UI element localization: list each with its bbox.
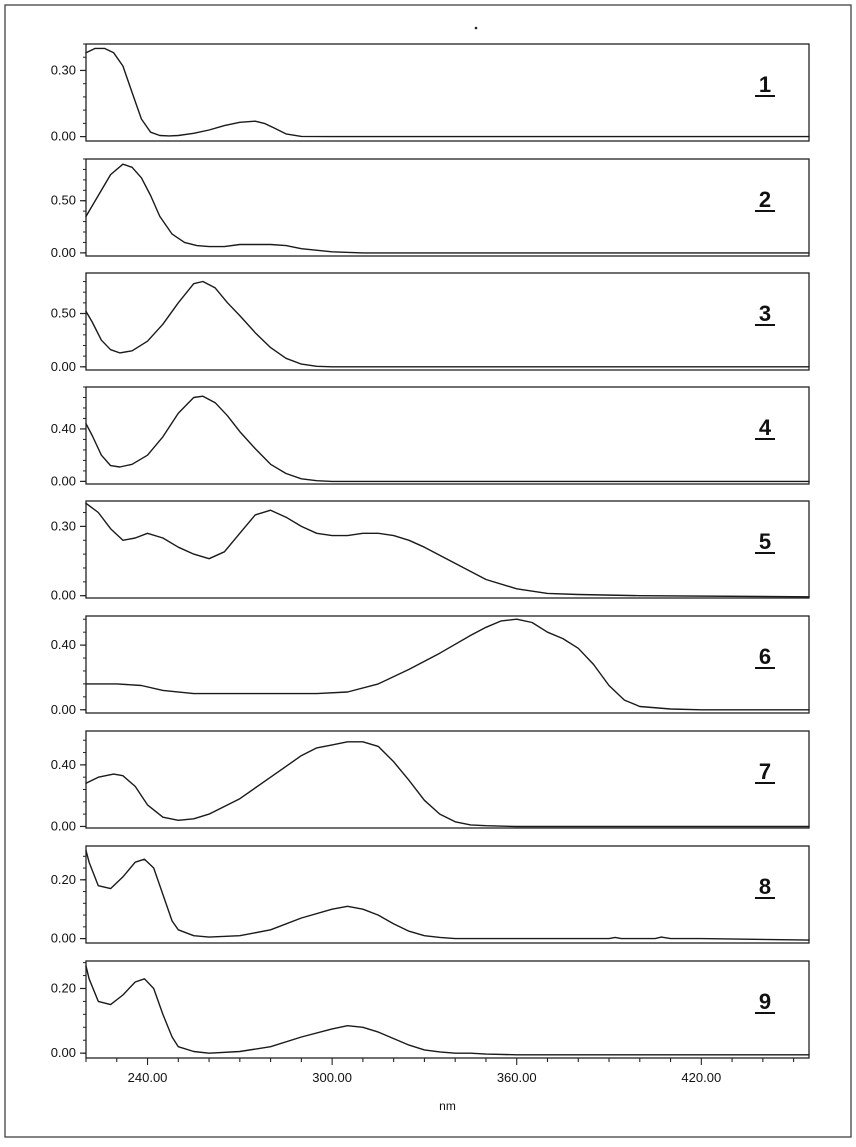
y-tick-label: 0.40 — [51, 421, 76, 436]
spectrum-line-4 — [85, 395, 810, 483]
spectrum-line-9 — [85, 965, 810, 1056]
y-tick-label: 0.00 — [51, 473, 76, 488]
x-tick-label: 300.00 — [312, 1070, 352, 1085]
y-tick-label: 0.00 — [51, 588, 76, 603]
spectrum-panel-4: 0.00 0.40 4 — [51, 386, 810, 488]
panel-number-label: 6 — [759, 644, 771, 669]
panel-number-label: 2 — [759, 187, 771, 212]
spectrum-panel-3: 0.00 0.50 3 — [51, 272, 810, 374]
y-tick-label: 0.00 — [51, 818, 76, 833]
y-tick-label: 0.00 — [51, 245, 76, 260]
spectrum-line-8 — [85, 849, 810, 941]
spectrum-line-1 — [85, 47, 810, 138]
spectrum-panel-8: 0.00 0.20 8 — [51, 845, 810, 946]
spectrum-line-3 — [85, 280, 810, 368]
y-tick-label: 0.50 — [51, 193, 76, 208]
x-tick-label: 240.00 — [128, 1070, 168, 1085]
x-tick-label: 360.00 — [497, 1070, 537, 1085]
panel-number-label: 1 — [759, 72, 771, 97]
y-tick-label: 0.00 — [51, 931, 76, 946]
panel-number-label: 4 — [759, 415, 772, 440]
panel-number-label: 3 — [759, 301, 771, 326]
y-tick-label: 0.50 — [51, 306, 76, 321]
y-tick-label: 0.20 — [51, 872, 76, 887]
outer-border — [4, 4, 852, 1138]
panel-number-label: 9 — [759, 989, 771, 1014]
y-tick-label: 0.20 — [51, 980, 76, 995]
y-tick-label: 0.00 — [51, 1045, 76, 1060]
panel-frame — [85, 730, 810, 829]
spectrum-line-6 — [85, 618, 810, 711]
y-tick-label: 0.00 — [51, 359, 76, 374]
panel-number-label: 5 — [759, 529, 771, 554]
panel-frame — [85, 272, 810, 371]
x-axis-label: nm — [439, 1099, 456, 1113]
panel-number-label: 8 — [759, 874, 771, 899]
panel-frame — [85, 158, 810, 257]
panel-number-label: 7 — [759, 759, 771, 784]
panel-frame — [85, 845, 810, 944]
panel-frame — [85, 386, 810, 485]
y-tick-label: 0.30 — [51, 62, 76, 77]
x-axis: 240.00 300.00 360.00 420.00 nm — [85, 1058, 795, 1113]
spectrum-panel-6: 0.00 0.40 6 — [51, 615, 810, 717]
y-tick-label: 0.30 — [51, 518, 76, 533]
panel-frame — [85, 500, 810, 599]
stray-dot — [474, 26, 478, 30]
spectrum-panel-9: 0.00 0.20 9 — [51, 960, 810, 1060]
panel-frame — [85, 43, 810, 142]
y-tick-label: 0.00 — [51, 702, 76, 717]
spectrum-line-5 — [85, 502, 810, 598]
y-tick-label: 0.40 — [51, 757, 76, 772]
x-tick-label: 420.00 — [681, 1070, 721, 1085]
spectrum-panel-5: 0.00 0.30 5 — [51, 500, 810, 603]
spectrum-panel-7: 0.00 0.40 7 — [51, 730, 810, 833]
panel-frame — [85, 615, 810, 714]
panel-frame — [85, 960, 810, 1059]
spectrum-line-2 — [85, 163, 810, 254]
spectrum-panel-2: 0.00 0.50 2 — [51, 158, 810, 260]
spectrum-line-7 — [85, 741, 810, 828]
y-tick-label: 0.00 — [51, 129, 76, 144]
spectrum-panel-1: 0.00 0.30 1 — [51, 43, 810, 144]
y-tick-label: 0.40 — [51, 637, 76, 652]
